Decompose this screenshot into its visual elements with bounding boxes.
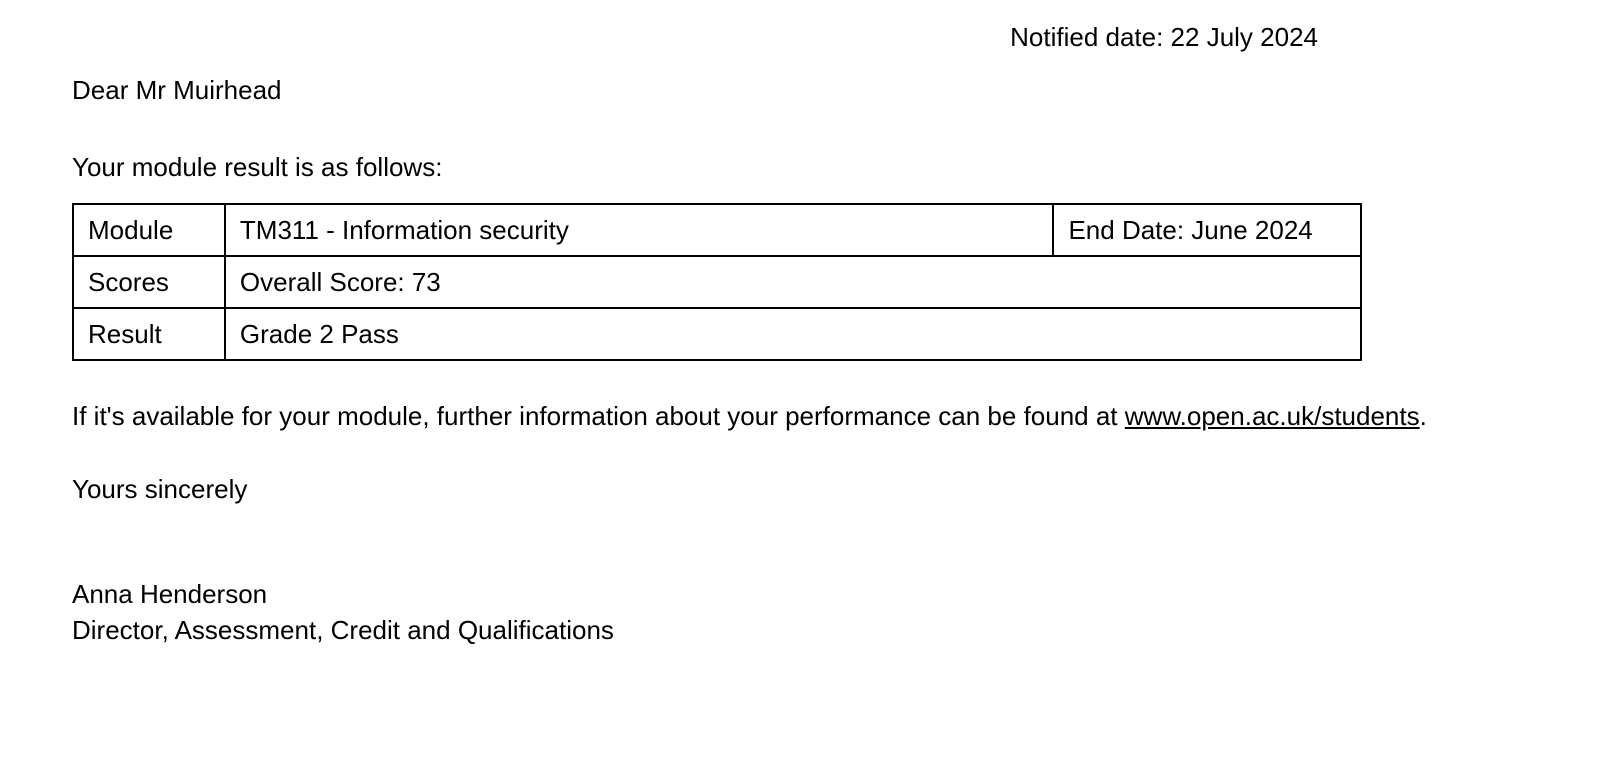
followup-suffix: . xyxy=(1420,401,1427,431)
followup-prefix: If it's available for your module, furth… xyxy=(72,401,1125,431)
cell-module-value: TM311 - Information security xyxy=(225,204,1054,256)
signature-title-text: Director, Assessment, Credit and Qualifi… xyxy=(72,615,614,645)
results-table: Module TM311 - Information security End … xyxy=(72,203,1362,361)
signature-name: Anna Henderson xyxy=(72,577,1548,612)
salutation-text: Dear Mr Muirhead xyxy=(72,75,282,105)
notified-date: Notified date: 22 July 2024 xyxy=(72,20,1548,55)
table-row-module: Module TM311 - Information security End … xyxy=(73,204,1361,256)
cell-scores-label: Scores xyxy=(73,256,225,308)
intro-text: Your module result is as follows: xyxy=(72,152,442,182)
cell-result-label: Result xyxy=(73,308,225,360)
salutation: Dear Mr Muirhead xyxy=(72,73,1548,108)
signature-name-text: Anna Henderson xyxy=(72,579,267,609)
closing: Yours sincerely xyxy=(72,472,1548,507)
cell-module-enddate: End Date: June 2024 xyxy=(1053,204,1361,256)
closing-text: Yours sincerely xyxy=(72,474,247,504)
notified-date-text: Notified date: 22 July 2024 xyxy=(1010,22,1318,52)
cell-result-value: Grade 2 Pass xyxy=(225,308,1361,360)
followup-link[interactable]: www.open.ac.uk/students xyxy=(1125,401,1420,431)
table-row-scores: Scores Overall Score: 73 xyxy=(73,256,1361,308)
signature-title: Director, Assessment, Credit and Qualifi… xyxy=(72,613,1548,648)
table-row-result: Result Grade 2 Pass xyxy=(73,308,1361,360)
cell-module-label: Module xyxy=(73,204,225,256)
followup-paragraph: If it's available for your module, furth… xyxy=(72,399,1548,434)
intro-line: Your module result is as follows: xyxy=(72,150,1548,185)
cell-scores-value: Overall Score: 73 xyxy=(225,256,1361,308)
